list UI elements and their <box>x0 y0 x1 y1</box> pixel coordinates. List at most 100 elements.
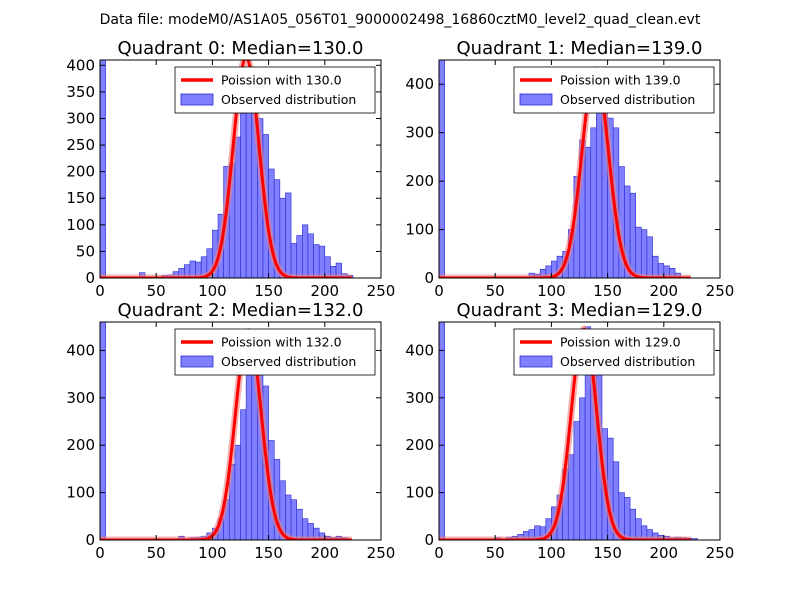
x-tick-label: 200 <box>649 282 678 300</box>
x-tick-label: 100 <box>537 544 566 562</box>
y-tick-label: 300 <box>405 124 434 142</box>
histogram-bar <box>584 146 592 278</box>
figure-suptitle: Data file: modeM0/AS1A05_056T01_90000024… <box>100 12 701 28</box>
y-tick-label: 100 <box>405 484 434 502</box>
histogram-bar <box>245 354 253 540</box>
x-tick-label: 250 <box>367 544 396 562</box>
histogram-bar <box>234 136 241 278</box>
histogram-bar <box>629 192 637 278</box>
y-tick-label: 50 <box>76 242 95 260</box>
quadrant-1-axes-frame <box>438 59 721 279</box>
y-tick-label: 0 <box>424 531 434 549</box>
histogram-bar <box>302 224 309 278</box>
x-tick-label: 150 <box>593 282 622 300</box>
legend-observed-label: Observed distribution <box>560 354 695 369</box>
histogram-bar <box>100 322 106 540</box>
poisson-curve <box>439 327 692 540</box>
x-tick-label: 50 <box>486 282 505 300</box>
y-tick-label: 100 <box>66 216 95 234</box>
histogram-bar <box>439 322 445 540</box>
quadrant-2-plot-area <box>100 322 355 540</box>
y-tick-label: 0 <box>424 269 434 287</box>
y-tick-label: 400 <box>405 341 434 359</box>
legend-poisson-label: Poission with 130.0 <box>221 73 342 88</box>
histogram-bar <box>624 497 631 540</box>
quadrant-0-plot-area <box>100 60 355 278</box>
x-tick-label: 100 <box>198 544 227 562</box>
y-tick-label: 300 <box>66 109 95 127</box>
quadrant-1-title: Quadrant 1: Median=139.0 <box>457 38 703 59</box>
histogram-bar <box>579 397 586 540</box>
y-tick-label: 400 <box>405 75 434 93</box>
quadrant-3-title: Quadrant 3: Median=129.0 <box>457 300 703 321</box>
x-tick-label: 150 <box>254 282 283 300</box>
x-tick-label: 0 <box>95 544 105 562</box>
y-tick-label: 100 <box>66 484 95 502</box>
x-tick-label: 250 <box>706 544 735 562</box>
y-tick-label: 100 <box>405 221 434 239</box>
y-tick-label: 250 <box>66 136 95 154</box>
histogram-bar <box>439 60 445 278</box>
histogram-bar <box>307 233 314 278</box>
histogram-bar <box>290 499 297 540</box>
y-tick-label: 400 <box>66 56 95 74</box>
legend-observed-swatch <box>180 355 214 368</box>
legend-observed-label: Observed distribution <box>560 92 695 107</box>
histogram-bar <box>590 127 597 278</box>
y-tick-label: 300 <box>66 389 95 407</box>
x-tick-label: 50 <box>147 282 166 300</box>
poisson-curve <box>100 329 353 540</box>
x-tick-label: 150 <box>254 544 283 562</box>
histogram-bar <box>318 245 326 278</box>
histogram-bar <box>240 409 247 540</box>
x-tick-label: 200 <box>310 544 339 562</box>
y-tick-label: 200 <box>405 172 434 190</box>
x-tick-label: 100 <box>537 282 566 300</box>
quadrant-0-panel: Quadrant 0: Median=130.0 0 50 100 150 200 250 0… <box>66 38 395 300</box>
y-tick-label: 300 <box>405 389 434 407</box>
legend-observed-swatch <box>519 93 553 106</box>
histogram-bar <box>296 508 303 540</box>
x-tick-label: 200 <box>310 282 339 300</box>
histogram-bar <box>240 112 247 278</box>
y-tick-label: 200 <box>66 163 95 181</box>
y-tick-label: 200 <box>66 436 95 454</box>
histogram-bar <box>313 244 320 278</box>
y-tick-label: 0 <box>85 269 95 287</box>
quadrant-2-panel: Quadrant 2: Median=132.0 0 50 100 150 200 250 0… <box>66 300 395 562</box>
legend-observed-label: Observed distribution <box>221 354 356 369</box>
quadrant-1-panel: Quadrant 1: Median=139.0 0 50 100 150 200 250 0… <box>405 38 734 300</box>
histogram-bar <box>635 226 642 278</box>
quadrant-1-legend: Poission with 139.0 Observed distribution <box>513 66 715 114</box>
histogram-bar <box>629 508 637 540</box>
legend-observed-swatch <box>180 93 214 106</box>
x-tick-label: 200 <box>649 544 678 562</box>
histogram-bar <box>234 444 241 540</box>
histogram-bar <box>567 454 575 540</box>
legend-poisson-label: Poission with 139.0 <box>560 73 681 88</box>
x-tick-label: 100 <box>198 282 227 300</box>
x-tick-label: 0 <box>434 544 444 562</box>
histogram-bar <box>285 192 292 278</box>
quadrant-2-title: Quadrant 2: Median=132.0 <box>118 300 364 321</box>
quadrant-0-title: Quadrant 0: Median=130.0 <box>118 38 364 59</box>
histogram-bar <box>290 243 297 278</box>
x-tick-label: 50 <box>486 544 505 562</box>
legend-poisson-label: Poission with 132.0 <box>221 335 342 350</box>
histogram-bar <box>641 229 648 278</box>
y-tick-label: 350 <box>66 83 95 101</box>
legend-observed-label: Observed distribution <box>221 92 356 107</box>
x-tick-label: 150 <box>593 544 622 562</box>
histogram-bar <box>646 236 653 278</box>
y-tick-label: 200 <box>405 436 434 454</box>
x-tick-label: 250 <box>367 282 396 300</box>
quadrant-2-legend: Poission with 132.0 Observed distribution <box>174 328 376 376</box>
x-tick-label: 0 <box>434 282 444 300</box>
histogram-bar <box>296 235 303 278</box>
quadrant-0-legend: Poission with 130.0 Observed distribution <box>174 66 376 114</box>
quadrant-3-axes-frame <box>438 321 721 541</box>
legend-observed-swatch <box>519 355 553 368</box>
quadrant-3-panel: Quadrant 3: Median=129.0 0 50 100 150 200 250 0… <box>405 300 734 562</box>
poisson-curve <box>100 60 353 278</box>
